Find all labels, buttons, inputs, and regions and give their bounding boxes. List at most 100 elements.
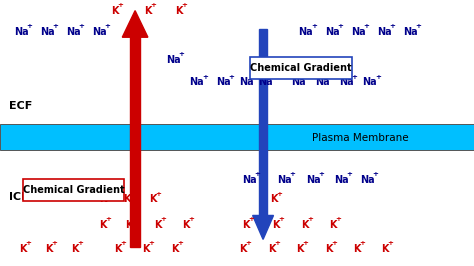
Text: +: + bbox=[336, 216, 341, 222]
Text: +: + bbox=[337, 23, 343, 29]
Text: +: + bbox=[307, 216, 313, 222]
Text: +: + bbox=[77, 240, 83, 246]
Text: Na: Na bbox=[166, 55, 181, 65]
Text: +: + bbox=[359, 240, 365, 246]
Text: Na: Na bbox=[14, 27, 29, 37]
Text: K: K bbox=[154, 220, 162, 230]
Text: +: + bbox=[328, 74, 333, 80]
Text: +: + bbox=[106, 191, 111, 197]
Text: Na: Na bbox=[190, 77, 204, 88]
Text: K: K bbox=[273, 220, 280, 230]
Text: K: K bbox=[100, 194, 107, 205]
Text: +: + bbox=[120, 240, 126, 246]
Text: +: + bbox=[118, 2, 123, 8]
Text: K: K bbox=[126, 220, 133, 230]
Text: +: + bbox=[189, 216, 194, 222]
Polygon shape bbox=[122, 11, 148, 37]
Text: +: + bbox=[252, 74, 257, 80]
Text: K: K bbox=[270, 194, 278, 205]
Polygon shape bbox=[130, 37, 140, 247]
Text: +: + bbox=[311, 23, 317, 29]
Text: +: + bbox=[271, 74, 276, 80]
Text: +: + bbox=[27, 23, 32, 29]
Text: K: K bbox=[182, 220, 190, 230]
Text: +: + bbox=[53, 23, 58, 29]
Polygon shape bbox=[259, 29, 267, 215]
Text: Chemical Gradient: Chemical Gradient bbox=[250, 63, 352, 73]
Text: +: + bbox=[302, 240, 308, 246]
Text: +: + bbox=[129, 191, 135, 197]
Text: +: + bbox=[182, 2, 187, 8]
Text: Na: Na bbox=[216, 77, 230, 88]
Text: +: + bbox=[375, 74, 381, 80]
Text: K: K bbox=[301, 220, 309, 230]
Text: Na: Na bbox=[306, 174, 320, 185]
Text: K: K bbox=[149, 194, 157, 205]
Text: K: K bbox=[123, 194, 131, 205]
Text: +: + bbox=[228, 74, 234, 80]
Text: Na: Na bbox=[66, 27, 81, 37]
Text: +: + bbox=[388, 240, 393, 246]
Text: K: K bbox=[242, 220, 249, 230]
Text: +: + bbox=[363, 23, 369, 29]
Text: Na: Na bbox=[299, 27, 313, 37]
Text: Na: Na bbox=[403, 27, 418, 37]
Text: Na: Na bbox=[339, 77, 354, 88]
Text: K: K bbox=[19, 244, 27, 254]
Text: K: K bbox=[268, 244, 275, 254]
Polygon shape bbox=[253, 215, 273, 239]
Text: K: K bbox=[239, 244, 247, 254]
Text: +: + bbox=[105, 23, 110, 29]
Text: +: + bbox=[276, 191, 282, 197]
Text: +: + bbox=[25, 240, 31, 246]
Text: +: + bbox=[246, 240, 251, 246]
Text: +: + bbox=[151, 2, 156, 8]
Text: +: + bbox=[79, 23, 84, 29]
Text: Na: Na bbox=[292, 77, 306, 88]
Text: +: + bbox=[160, 216, 166, 222]
Text: Na: Na bbox=[363, 77, 377, 88]
Text: +: + bbox=[155, 191, 161, 197]
Text: +: + bbox=[248, 216, 254, 222]
Bar bbox=[23, 179, 124, 202]
Text: Na: Na bbox=[351, 27, 365, 37]
Text: Na: Na bbox=[239, 77, 254, 88]
Text: Na: Na bbox=[258, 77, 273, 88]
Text: K: K bbox=[325, 244, 332, 254]
Text: K: K bbox=[71, 244, 79, 254]
Text: K: K bbox=[296, 244, 304, 254]
Text: +: + bbox=[106, 216, 111, 222]
Text: +: + bbox=[132, 216, 137, 222]
Text: +: + bbox=[346, 171, 352, 177]
Text: +: + bbox=[177, 240, 182, 246]
Text: K: K bbox=[329, 220, 337, 230]
Text: ECF: ECF bbox=[9, 101, 33, 111]
Text: +: + bbox=[415, 23, 421, 29]
Text: +: + bbox=[389, 23, 395, 29]
Text: Na: Na bbox=[334, 174, 349, 185]
Text: Na: Na bbox=[360, 174, 375, 185]
Text: Na: Na bbox=[40, 27, 55, 37]
Text: +: + bbox=[318, 171, 324, 177]
Text: K: K bbox=[100, 220, 107, 230]
Text: +: + bbox=[373, 171, 378, 177]
Text: K: K bbox=[114, 244, 121, 254]
Text: +: + bbox=[274, 240, 280, 246]
Text: K: K bbox=[45, 244, 53, 254]
Text: Na: Na bbox=[377, 27, 392, 37]
Text: ICF: ICF bbox=[9, 192, 29, 202]
Text: K: K bbox=[171, 244, 178, 254]
Text: Na: Na bbox=[325, 27, 339, 37]
Text: +: + bbox=[331, 240, 337, 246]
Bar bbox=[250, 57, 352, 79]
Text: +: + bbox=[279, 216, 284, 222]
Text: K: K bbox=[145, 6, 152, 16]
Text: Chemical Gradient: Chemical Gradient bbox=[23, 185, 124, 195]
Text: Plasma Membrane: Plasma Membrane bbox=[312, 132, 409, 143]
Text: +: + bbox=[202, 74, 208, 80]
Text: Na: Na bbox=[277, 174, 292, 185]
Text: +: + bbox=[254, 171, 260, 177]
Text: K: K bbox=[142, 244, 150, 254]
Text: Na: Na bbox=[315, 77, 330, 88]
Text: K: K bbox=[382, 244, 389, 254]
